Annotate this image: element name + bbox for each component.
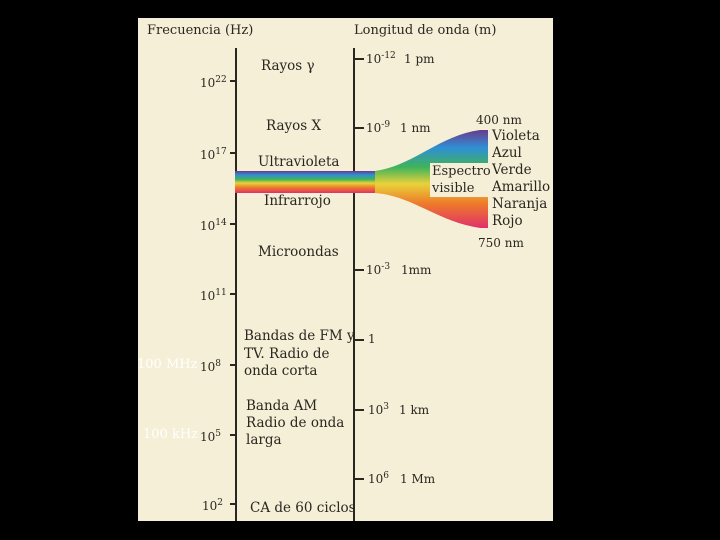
region-ac: CA de 60 ciclos [250,500,356,516]
visible-label-2: visible [432,181,475,196]
wave-unit-label: 1 km [399,403,430,417]
visible-label-box [430,163,490,197]
frequency-axis-title: Frecuencia (Hz) [147,23,254,38]
wave-unit-label: 1 pm [404,52,435,66]
freq-tick-label: 1022 [200,75,227,90]
freq-tick [230,223,237,225]
color-orange: Naranja [492,196,548,212]
region-gamma: Rayos γ [261,58,315,74]
freq-tick [230,80,237,82]
freq-tick-label: 108 [200,359,222,374]
region-am-line3: larga [246,432,282,448]
wave-tick-label: 103 [368,402,390,417]
visible-band-strip [235,171,375,193]
region-microwave: Microondas [258,244,339,260]
region-xray: Rayos X [266,118,322,134]
freq-tick-label: 105 [200,429,222,444]
wave-tick [354,478,364,480]
color-violet: Violeta [492,128,540,144]
freq-tick [230,364,237,366]
spectrum-band [235,130,488,228]
freq-tick-label: 1017 [200,147,227,162]
color-green: Verde [492,162,532,178]
wave-tick-label: 1 [368,332,376,346]
freq-tick [230,503,237,505]
freq-tick [230,293,237,295]
nm-750-label: 750 nm [478,236,524,250]
freq-side-label-100mhz: 100 MHz [137,357,198,372]
wave-tick [354,339,364,341]
freq-tick [230,152,237,154]
region-uv: Ultravioleta [258,154,340,170]
wave-tick-label: 106 [368,471,390,486]
region-fm-line2: TV. Radio de [244,346,330,362]
region-am-line2: Radio de onda [246,415,345,431]
wave-tick-label: 10-9 [366,120,391,135]
freq-side-label-100khz: 100 kHz [143,427,199,442]
visible-label-1: Espectro [432,164,491,179]
freq-tick [230,434,237,436]
wave-tick-label: 10-12 [366,51,396,66]
wavelength-axis-line [353,48,355,521]
color-red: Rojo [492,213,523,229]
wave-tick [354,58,364,60]
freq-tick-label: 1014 [200,218,227,233]
wave-tick-label: 10-3 [366,262,391,277]
wave-tick [354,127,364,129]
wavelength-axis-title: Longitud de onda (m) [354,23,497,38]
color-yellow: Amarillo [492,179,551,195]
wave-unit-label: 1mm [401,263,432,277]
wave-tick [354,269,364,271]
region-am-line1: Banda AM [246,398,318,414]
wave-tick [354,409,364,411]
wave-unit-label: 1 Mm [400,472,436,486]
spectrum-figure: Frecuencia (Hz) Longitud de onda (m) Esp… [138,18,553,521]
region-ir: Infrarrojo [264,193,331,209]
color-blue: Azul [492,145,522,161]
region-fm-line3: onda corta [244,363,318,379]
freq-tick-label: 102 [202,498,224,513]
freq-tick-label: 1011 [200,288,227,303]
wave-unit-label: 1 nm [400,121,431,135]
frequency-axis-line [235,48,237,521]
region-fm-line1: Bandas de FM y [244,328,355,344]
nm-400-label: 400 nm [476,113,522,127]
